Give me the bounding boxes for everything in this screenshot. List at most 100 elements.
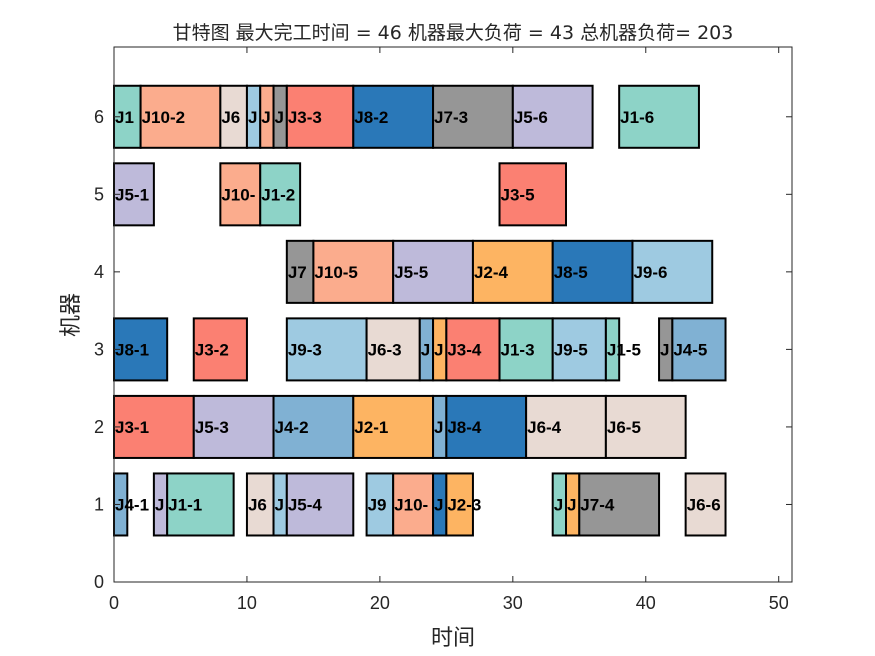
task-bar-m1-J: J [551, 472, 567, 537]
y-tick-label: 0 [94, 572, 104, 592]
y-tick-label: 6 [94, 107, 104, 127]
task-rect [285, 317, 368, 382]
task-bar-m3-J: J [658, 317, 674, 382]
x-tick-label: 20 [370, 593, 390, 613]
task-label: J10- [221, 185, 255, 204]
task-label: J8-2 [354, 108, 388, 127]
y-tick-label: 2 [94, 417, 104, 437]
task-rect [604, 394, 687, 459]
task-label: J10-2 [142, 108, 185, 127]
task-label: J1 [115, 108, 134, 127]
task-label: J8-5 [554, 263, 588, 282]
task-rect [365, 472, 395, 537]
task-bar-m4-J7: J7 [285, 239, 315, 304]
task-bar-m3-J: J [418, 317, 435, 382]
task-bar-m1-J4-1: J4-1 [113, 472, 149, 537]
task-label: J6-5 [607, 418, 641, 437]
task-label: J8-1 [115, 340, 149, 359]
task-rect [192, 394, 275, 459]
y-tick-label: 4 [94, 262, 104, 282]
bars-layer: J1 J10-2 J6 J J J J3-3 J8-2 J7-3 J5-6 J1-6J5-1 J10-… [113, 84, 727, 537]
task-label: J2-3 [447, 495, 481, 514]
task-bar-m1-J2-3: J2-3 [445, 472, 481, 537]
task-bar-m3-J: J [432, 317, 448, 382]
task-rect [578, 472, 661, 537]
task-rect [551, 239, 634, 304]
task-label: J [567, 495, 576, 514]
task-label: J10-5 [314, 263, 357, 282]
task-label: J9 [368, 495, 387, 514]
task-bar-m3-J4-5: J4-5 [671, 317, 727, 382]
task-label: J5-1 [115, 185, 149, 204]
task-rect [631, 239, 714, 304]
task-rect [618, 84, 700, 149]
task-rect [671, 317, 727, 382]
task-label: J10- [394, 495, 428, 514]
chart-title: 甘特图 最大完工时间 = 46 机器最大负荷 = 43 总机器负荷= 203 [173, 22, 734, 44]
task-label: J9-6 [633, 263, 667, 282]
task-bar-m3-J1-3: J1-3 [498, 317, 554, 382]
task-bar-m6-J10-2: J10-2 [139, 84, 222, 149]
task-label: J6-3 [368, 340, 402, 359]
task-bar-m6-J6: J6 [219, 84, 248, 149]
x-tick-label: 30 [503, 593, 523, 613]
task-label: J [155, 495, 164, 514]
task-label: J1-1 [168, 495, 202, 514]
task-bar-m1-J5-4: J5-4 [285, 472, 355, 537]
task-bar-m2-J6-5: J6-5 [604, 394, 687, 459]
task-rect [272, 394, 355, 459]
task-rect [604, 317, 621, 382]
task-rect [445, 317, 501, 382]
task-bar-m4-J9-6: J9-6 [631, 239, 714, 304]
y-tick-label: 3 [94, 339, 104, 359]
task-rect [245, 472, 275, 537]
task-bar-m6-J8-2: J8-2 [352, 84, 435, 149]
y-tick-label: 5 [94, 184, 104, 204]
task-label: J1-6 [620, 108, 654, 127]
task-rect [166, 472, 235, 537]
task-bar-m1-J1-1: J1-1 [166, 472, 235, 537]
task-label: J7 [288, 263, 307, 282]
task-rect [285, 472, 355, 537]
task-rect [551, 317, 607, 382]
task-label: J8-4 [447, 418, 482, 437]
task-label: J6-6 [687, 495, 721, 514]
task-label: J6 [248, 495, 267, 514]
task-label: J [434, 418, 443, 437]
task-bar-m3-J3-2: J3-2 [192, 317, 248, 382]
task-rect [445, 472, 474, 537]
task-bar-m2-J: J [432, 394, 448, 459]
task-bar-m3-J3-4: J3-4 [445, 317, 501, 382]
task-bar-m2-J5-3: J5-3 [192, 394, 275, 459]
task-label: J7-4 [580, 495, 615, 514]
task-rect [312, 239, 395, 304]
task-label: J9-5 [554, 340, 588, 359]
task-bar-m4-J5-5: J5-5 [392, 239, 474, 304]
task-bar-m6-J: J [272, 84, 288, 149]
task-bar-m6-J3-3: J3-3 [285, 84, 355, 149]
task-label: J4-1 [115, 495, 149, 514]
task-label: J3-2 [195, 340, 229, 359]
x-tick-label: 10 [237, 593, 257, 613]
task-rect [445, 394, 528, 459]
x-axis-label: 时间 [431, 626, 475, 651]
task-bar-m3-J1-5: J1-5 [604, 317, 641, 382]
task-rect [192, 317, 248, 382]
task-bar-m1-J7-4: J7-4 [578, 472, 661, 537]
task-label: J1-2 [261, 185, 295, 204]
x-tick-label: 40 [636, 593, 656, 613]
task-label: J5-6 [514, 108, 548, 127]
task-bar-m2-J2-1: J2-1 [352, 394, 435, 459]
task-bar-m6-J: J [259, 84, 275, 149]
task-bar-m2-J8-4: J8-4 [445, 394, 528, 459]
task-bar-m1-J9: J9 [365, 472, 395, 537]
task-label: J7-3 [434, 108, 468, 127]
task-rect [511, 84, 594, 149]
task-label: J [261, 108, 270, 127]
task-bar-m6-J1-6: J1-6 [618, 84, 700, 149]
task-rect [285, 239, 315, 304]
task-label: J [275, 495, 284, 514]
task-bar-m1-J: J [152, 472, 169, 537]
task-bar-m1-J: J [565, 472, 581, 537]
task-label: J4-5 [673, 340, 707, 359]
